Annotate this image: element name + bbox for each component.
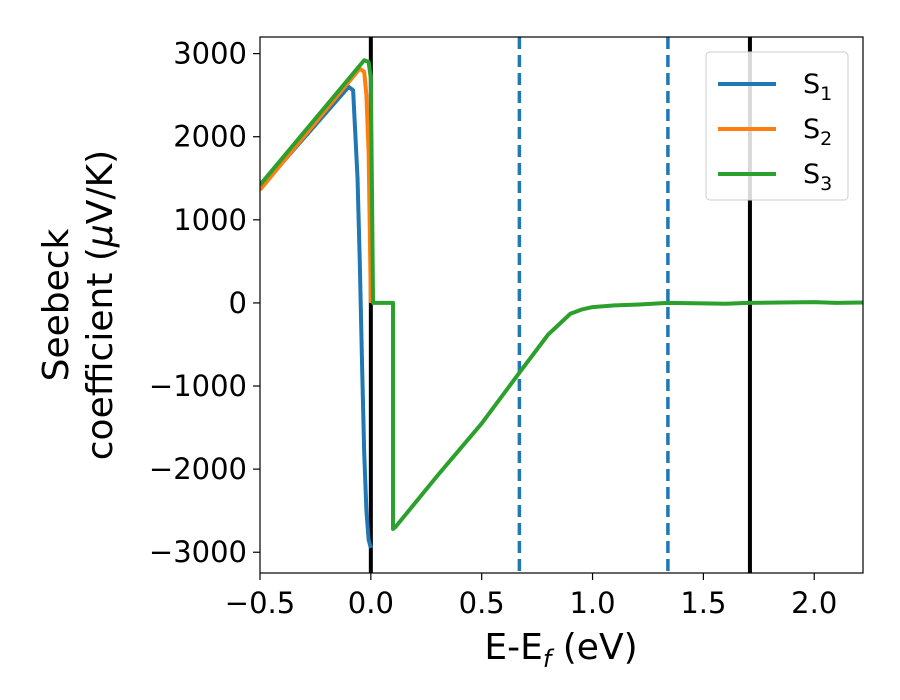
y-tick-label: −1000 bbox=[149, 369, 247, 403]
x-axis-label-unit: (eV) bbox=[551, 627, 637, 668]
y-axis-label-unit: V/K) bbox=[80, 150, 121, 224]
y-tick-label: −2000 bbox=[149, 452, 247, 486]
x-axis-label: E-Ef (eV) bbox=[484, 627, 637, 673]
x-tick-label: −0.5 bbox=[225, 586, 295, 620]
plot-frame bbox=[259, 36, 864, 574]
y-axis-ticks: −3000 −2000 −1000 0 1000 2000 3000 bbox=[149, 37, 260, 569]
x-tick-label: 2.0 bbox=[791, 586, 837, 620]
y-axis-label-mu: μ bbox=[80, 224, 121, 248]
series-line-S1 bbox=[260, 84, 373, 549]
series-lines bbox=[260, 58, 863, 549]
x-tick-label: 0.5 bbox=[459, 586, 505, 620]
x-tick-label: 1.0 bbox=[569, 586, 615, 620]
legend-label-S2: S2 bbox=[803, 114, 832, 150]
legend-label-S3: S3 bbox=[803, 159, 832, 195]
x-tick-label: 1.5 bbox=[680, 586, 726, 620]
y-tick-label: 0 bbox=[229, 286, 247, 320]
x-axis-ticks: −0.5 0.0 0.5 1.0 1.5 2.0 bbox=[225, 573, 837, 620]
y-axis-label-line1: Seebeck bbox=[36, 228, 77, 381]
y-tick-label: 1000 bbox=[173, 203, 247, 237]
series-line-S3 bbox=[260, 58, 863, 531]
y-tick-label: −3000 bbox=[149, 535, 247, 569]
x-axis-label-main: E-E bbox=[484, 627, 542, 668]
legend-frame bbox=[705, 51, 849, 201]
y-axis-label: Seebeck coefficient (μV/K) bbox=[36, 150, 121, 460]
x-tick-label: 0.0 bbox=[348, 586, 394, 620]
series-line-S2 bbox=[260, 66, 373, 303]
legend-label-S1: S1 bbox=[803, 69, 832, 105]
y-axis-label-line2: coefficient (μV/K) bbox=[80, 150, 121, 460]
y-axis-label-text: coefficient ( bbox=[80, 247, 121, 460]
legend: S1 S2 S3 bbox=[705, 51, 849, 201]
y-tick-label: 3000 bbox=[173, 37, 247, 71]
y-tick-label: 2000 bbox=[173, 120, 247, 154]
